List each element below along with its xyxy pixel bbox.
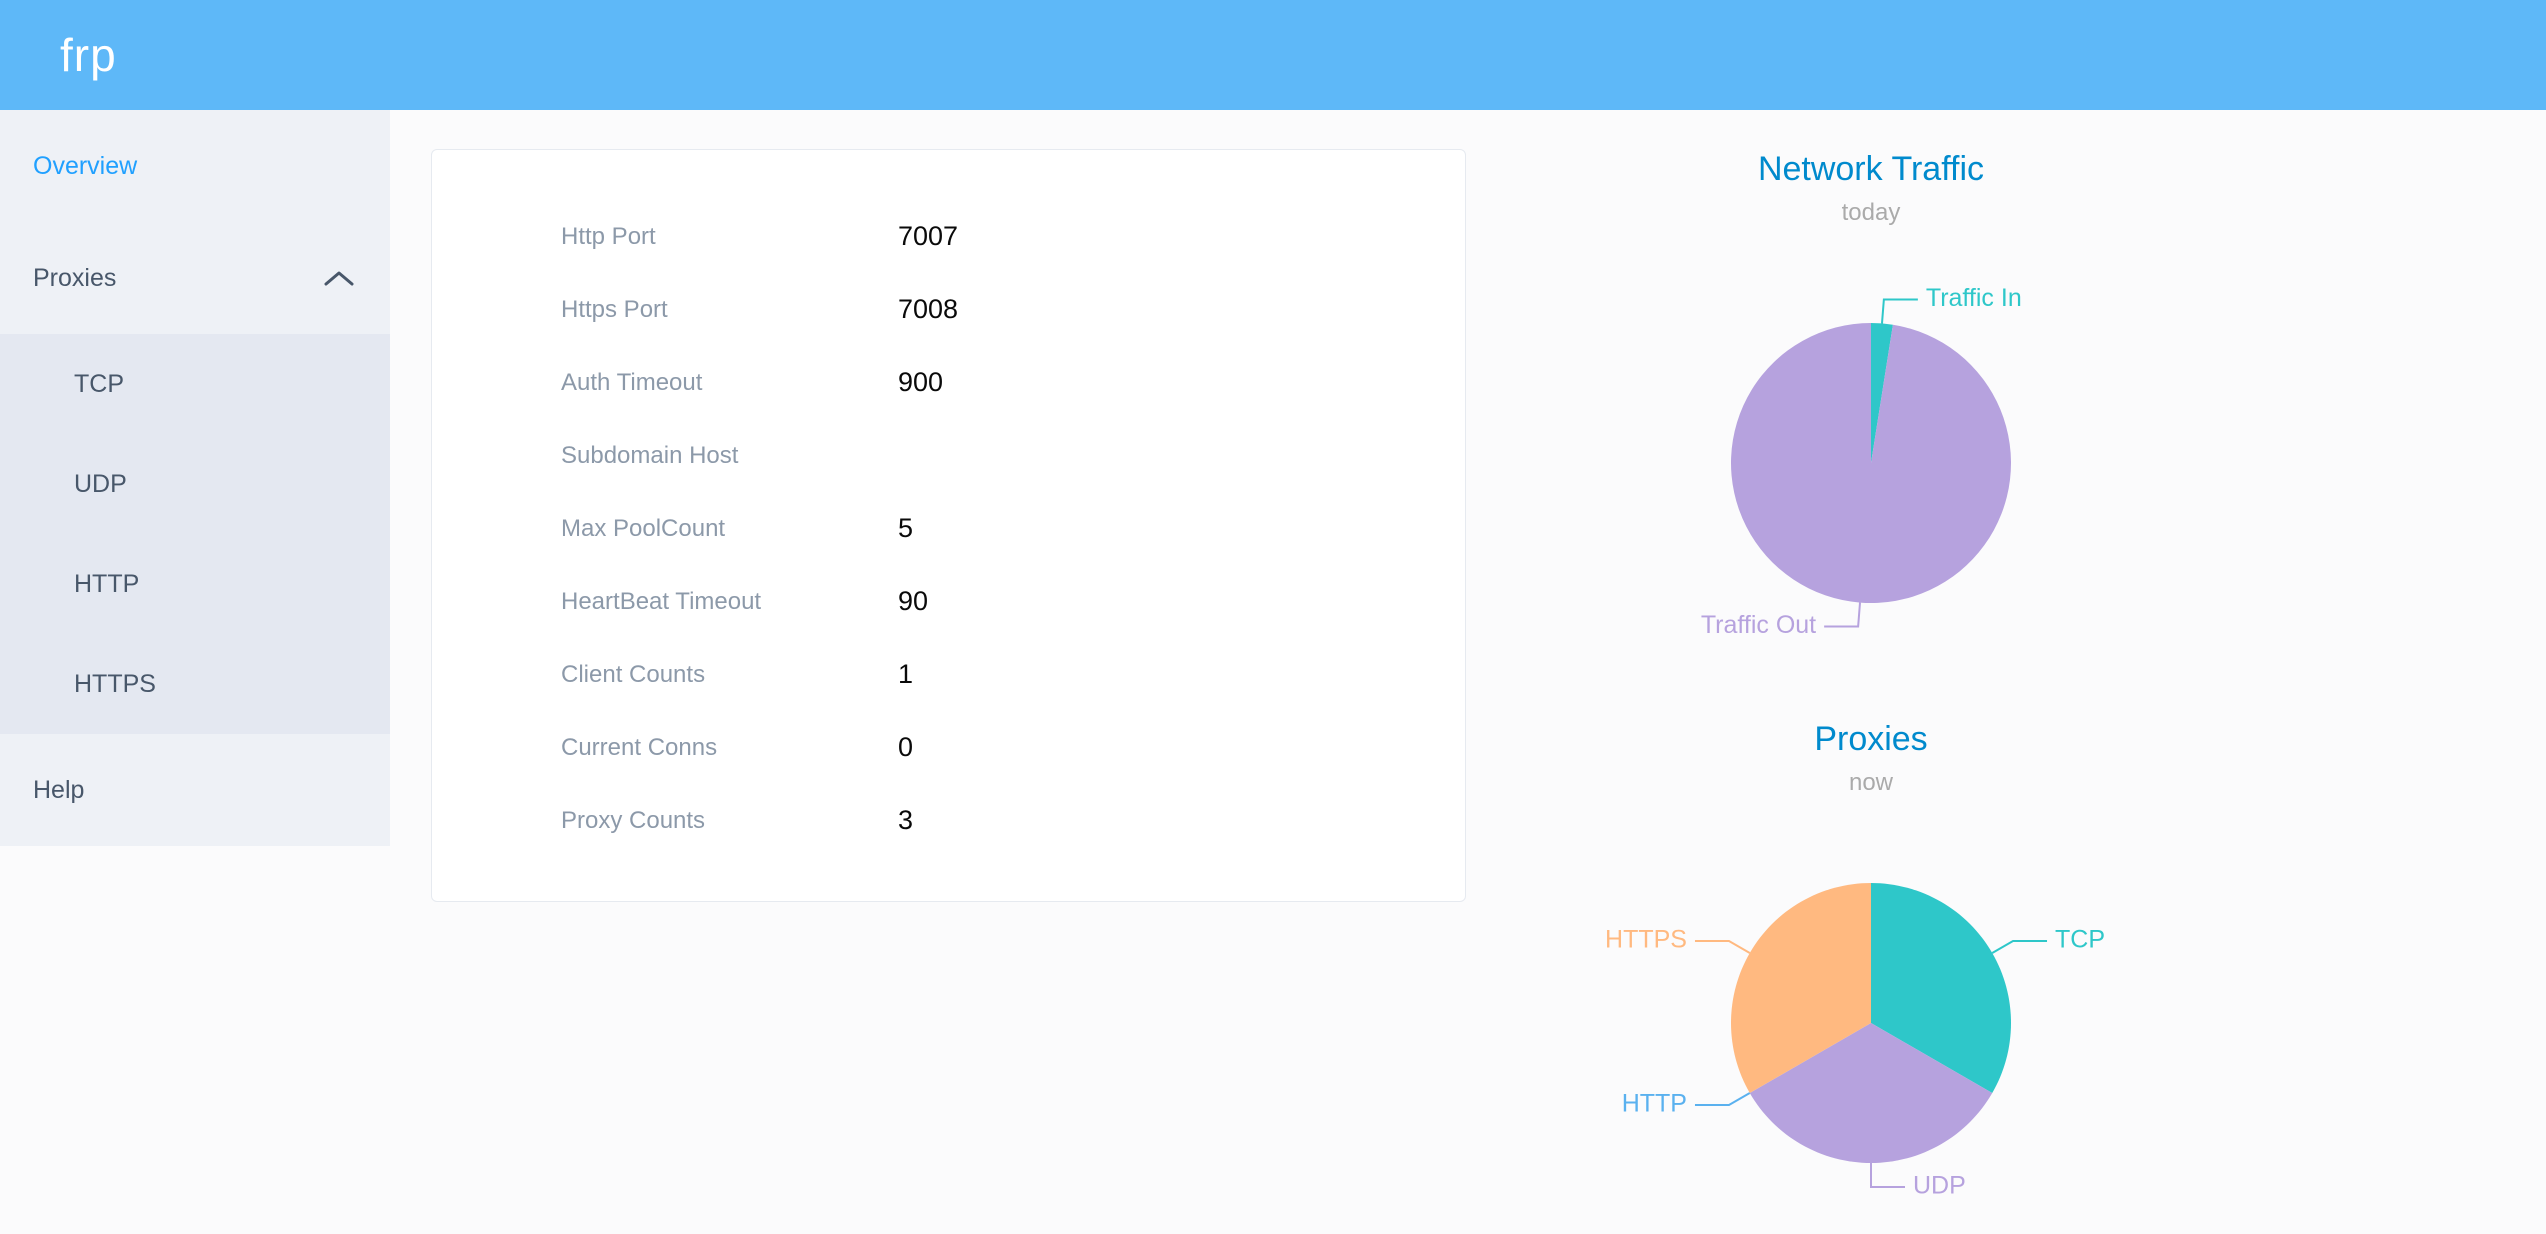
sidebar-item-help-label: Help — [33, 776, 85, 804]
info-value: 3 — [898, 805, 914, 835]
info-row-client-counts: Client Counts 1 — [432, 638, 1465, 711]
pie-label-https: HTTPS — [1605, 926, 1687, 954]
info-label: Https Port — [561, 295, 668, 323]
info-value: 7007 — [898, 221, 959, 251]
network-traffic-pie[interactable]: Traffic In Traffic Out — [1521, 231, 2221, 661]
info-row-heartbeat-timeout: HeartBeat Timeout 90 — [432, 565, 1465, 638]
info-label: Client Counts — [561, 660, 706, 688]
pie-label-traffic-in: Traffic In — [1926, 284, 2022, 312]
info-value: 5 — [898, 513, 914, 543]
chart-subtitle: now — [1848, 769, 1894, 796]
pie-label-line-udp — [1870, 1163, 1905, 1188]
sidebar-submenu: TCP UDP HTTP HTTPS — [0, 334, 390, 734]
network-traffic-chart: Network Traffic today Traffic In Traffic … — [1521, 140, 2221, 661]
sidebar: Overview Proxies TCP UDP HTTP HTTPS Help — [0, 110, 390, 846]
sidebar-item-tcp[interactable]: TCP — [0, 334, 390, 434]
info-row-https-port: Https Port 7008 — [432, 273, 1465, 346]
chart-title: Proxies — [1814, 720, 1928, 758]
info-value: 0 — [898, 732, 914, 762]
info-row-http-port: Http Port 7007 — [432, 200, 1465, 273]
sidebar-item-udp[interactable]: UDP — [0, 434, 390, 534]
sidebar-item-udp-label: UDP — [74, 470, 127, 498]
sidebar-item-help[interactable]: Help — [0, 734, 390, 846]
pie-label-line-tcp — [1991, 940, 2048, 954]
info-value: 7008 — [898, 294, 959, 324]
pie-label-tcp: TCP — [2055, 926, 2105, 954]
sidebar-item-http[interactable]: HTTP — [0, 534, 390, 634]
pie-slice-https[interactable] — [1731, 883, 1871, 1093]
sidebar-item-overview-label: Overview — [33, 152, 138, 180]
sidebar-item-overview[interactable]: Overview — [0, 110, 390, 222]
info-label: Subdomain Host — [561, 441, 739, 469]
app-header: frp — [0, 0, 2546, 110]
app-logo: frp — [60, 29, 117, 81]
proxies-pie[interactable]: TCP UDP HTTP HTTPS — [1521, 801, 2221, 1231]
pie-slice-traffic-out[interactable] — [1731, 323, 2011, 603]
sidebar-item-https[interactable]: HTTPS — [0, 634, 390, 734]
proxies-chart: Proxies now TCP UDP HTTP HTTPS — [1521, 710, 2221, 1231]
chevron-up-icon — [324, 271, 354, 286]
pie-label-traffic-out: Traffic Out — [1701, 611, 1816, 639]
sidebar-item-tcp-label: TCP — [74, 370, 124, 398]
chart-subtitle: today — [1841, 199, 1901, 226]
pie-slice-traffic-in[interactable] — [1871, 323, 1893, 463]
info-row-proxy-counts: Proxy Counts 3 — [432, 784, 1465, 857]
info-label: Current Conns — [561, 733, 718, 761]
info-value: 90 — [898, 586, 929, 616]
pie-slice-tcp[interactable] — [1871, 883, 2011, 1093]
pie-label-line-traffic-out — [1824, 602, 1862, 628]
chart-title: Network Traffic — [1757, 150, 1985, 188]
info-row-current-conns: Current Conns 0 — [432, 711, 1465, 784]
pie-label-line-https — [1694, 940, 1751, 954]
info-label: HeartBeat Timeout — [561, 587, 762, 615]
info-label: Max PoolCount — [561, 514, 726, 542]
pie-label-udp: UDP — [1913, 1172, 1966, 1200]
pie-label-http: HTTP — [1622, 1090, 1687, 1118]
info-row-subdomain-host: Subdomain Host — [432, 419, 1465, 492]
info-row-auth-timeout: Auth Timeout 900 — [432, 346, 1465, 419]
sidebar-item-https-label: HTTPS — [74, 670, 156, 698]
info-label: Proxy Counts — [561, 806, 706, 834]
info-row-max-poolcount: Max PoolCount 5 — [432, 492, 1465, 565]
info-value: 1 — [898, 659, 914, 689]
info-label: Auth Timeout — [561, 368, 703, 396]
pie-label-line-traffic-in — [1880, 298, 1918, 324]
info-label: Http Port — [561, 222, 656, 250]
server-info-card: Http Port 7007 Https Port 7008 Auth Time… — [431, 149, 1466, 902]
sidebar-item-proxies-label: Proxies — [33, 264, 117, 292]
sidebar-item-proxies[interactable]: Proxies — [0, 222, 390, 334]
info-value: 900 — [898, 367, 944, 397]
pie-label-line-http — [1694, 1092, 1751, 1106]
sidebar-item-http-label: HTTP — [74, 570, 140, 598]
